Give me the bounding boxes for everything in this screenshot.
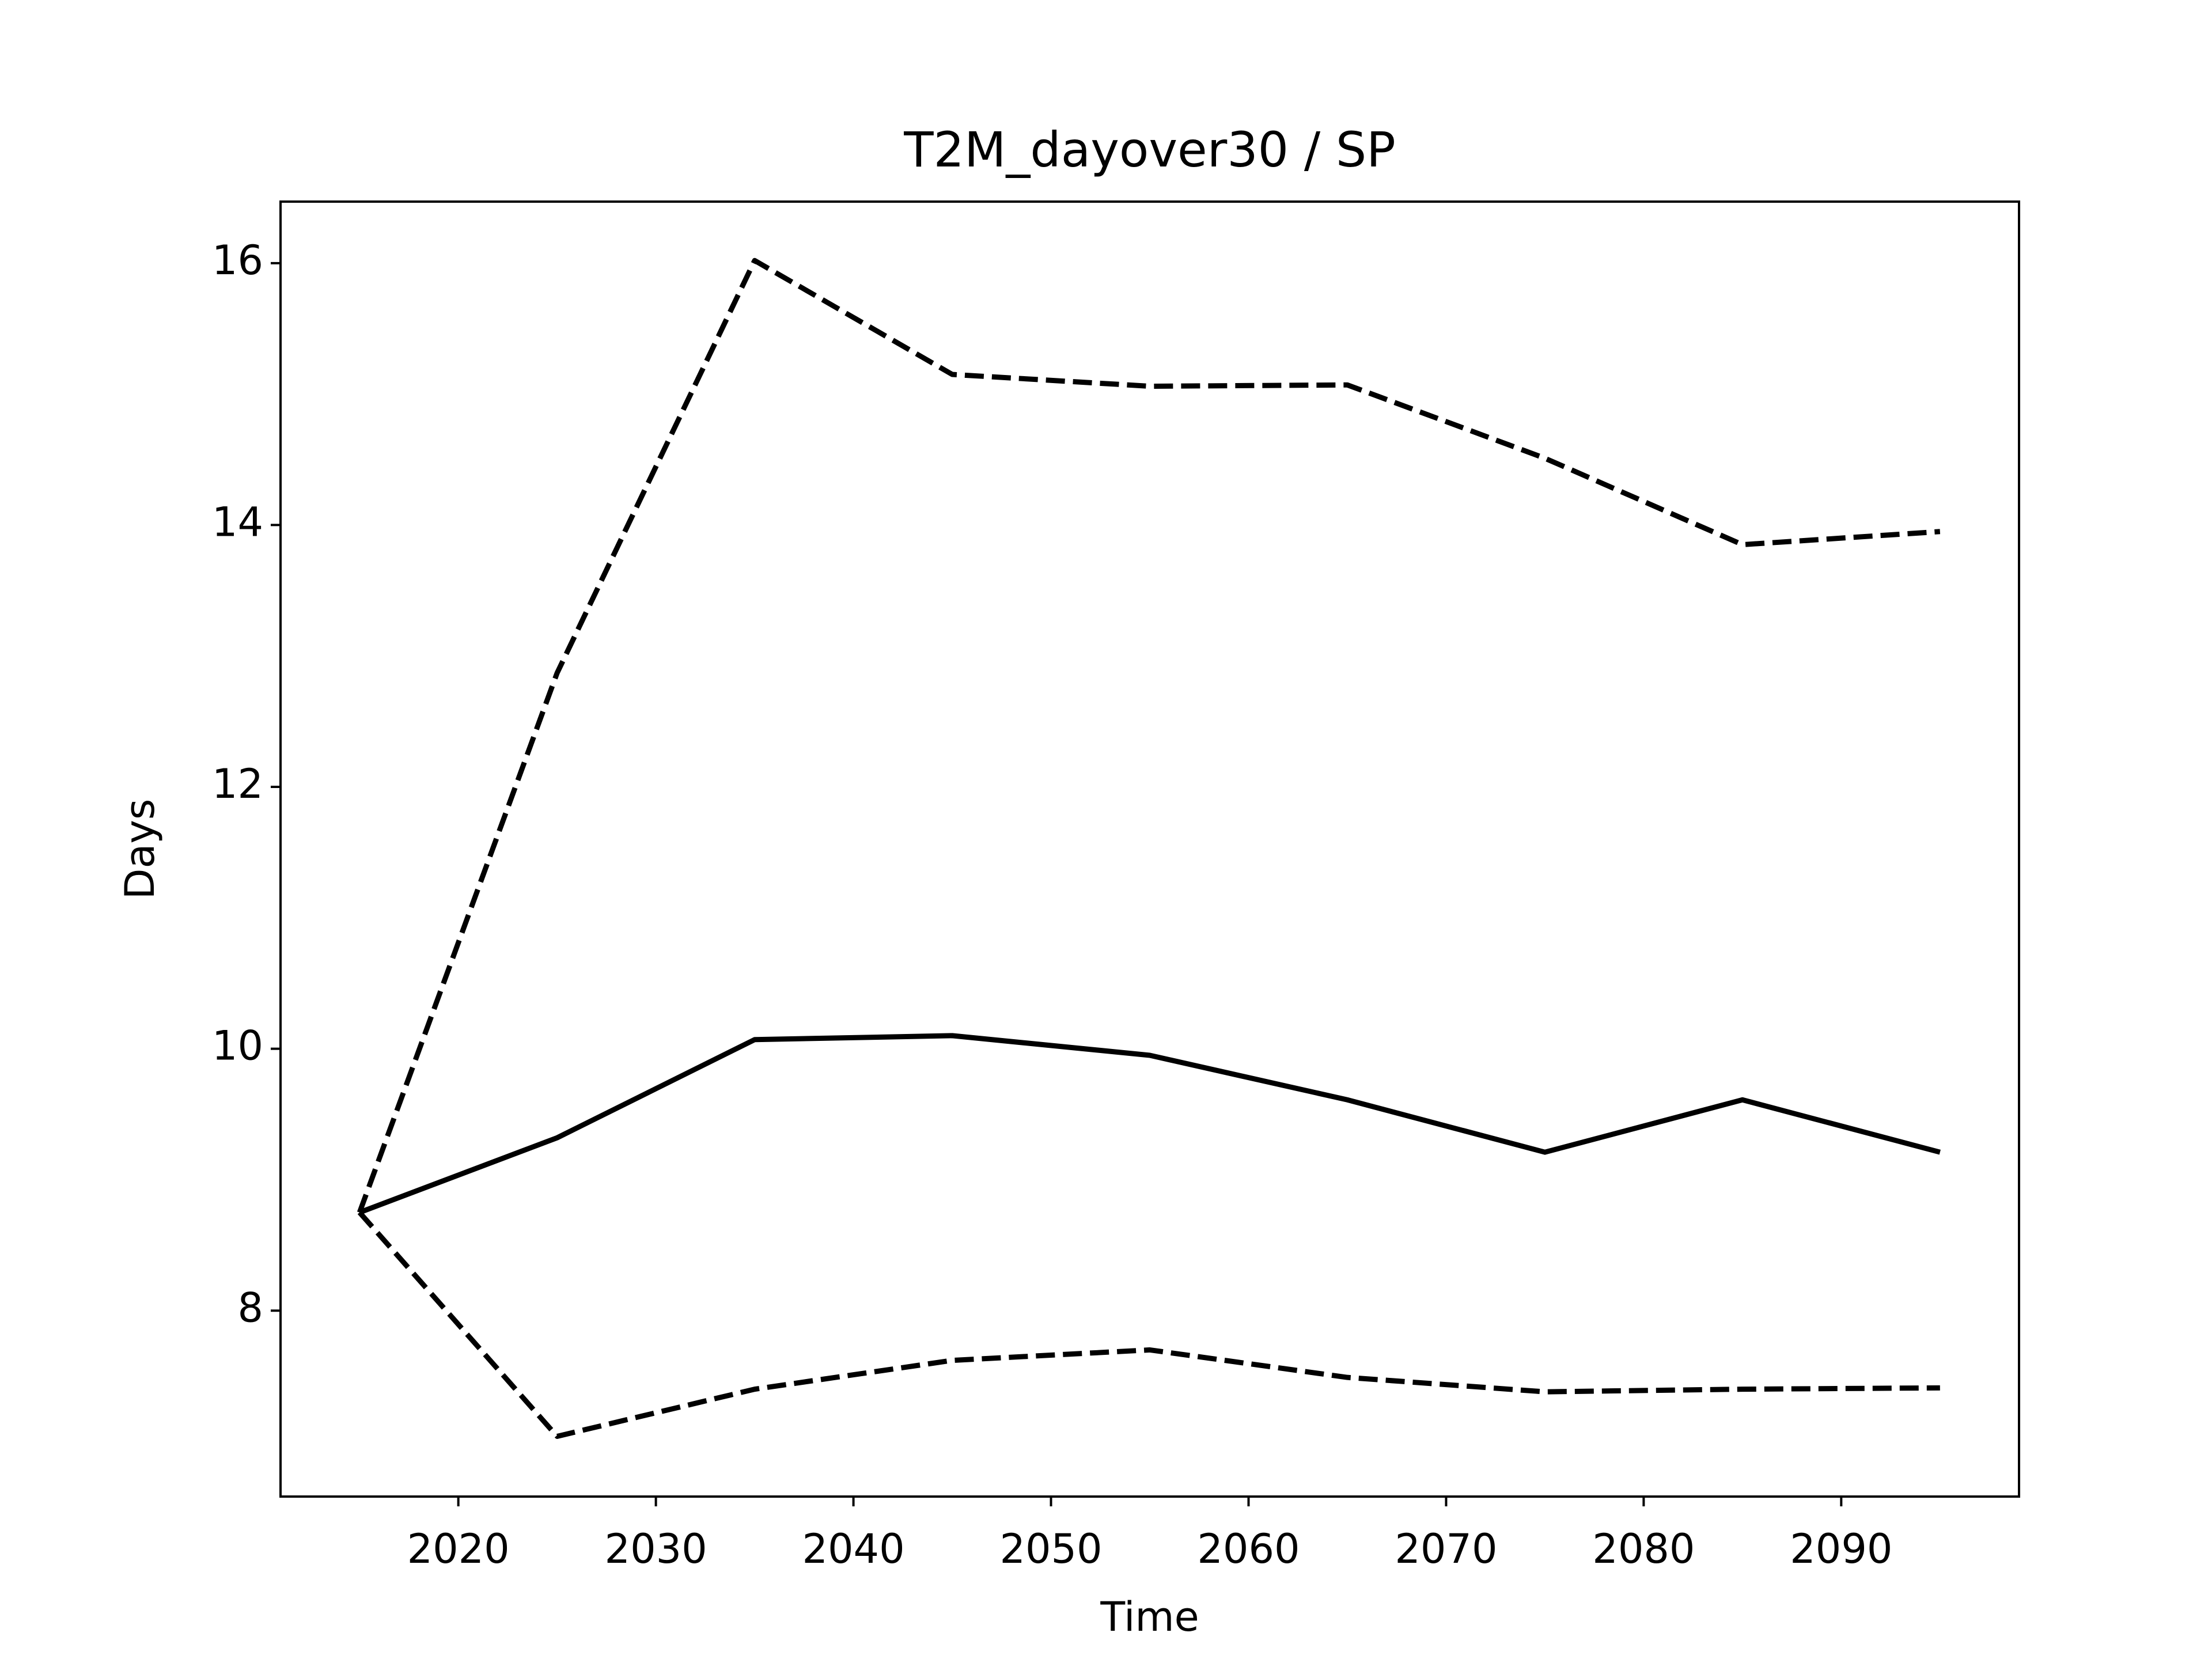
y-axis-label: Days bbox=[116, 799, 164, 900]
x-axis-label: Time bbox=[1100, 1593, 1199, 1641]
x-tick-label: 2030 bbox=[605, 1525, 707, 1573]
y-tick-label: 8 bbox=[237, 1284, 263, 1331]
chart-title: T2M_dayover30 / SP bbox=[903, 122, 1396, 178]
x-tick-label: 2040 bbox=[802, 1525, 904, 1573]
line-series bbox=[357, 257, 1941, 1214]
y-tick-label: 12 bbox=[212, 760, 263, 808]
x-tick-label: 2050 bbox=[999, 1525, 1102, 1573]
y-tick-label: 16 bbox=[212, 237, 263, 284]
x-tick-label: 2020 bbox=[407, 1525, 510, 1573]
line-series bbox=[358, 1033, 1941, 1215]
x-tick-label: 2070 bbox=[1395, 1525, 1497, 1573]
line-series bbox=[357, 1210, 1940, 1439]
x-tick-label: 2090 bbox=[1790, 1525, 1892, 1573]
x-tick-label: 2080 bbox=[1592, 1525, 1695, 1573]
y-tick-label: 14 bbox=[212, 498, 263, 546]
y-tick-label: 10 bbox=[212, 1022, 263, 1070]
plot-frame bbox=[279, 200, 2020, 1498]
x-tick-label: 2060 bbox=[1197, 1525, 1300, 1573]
